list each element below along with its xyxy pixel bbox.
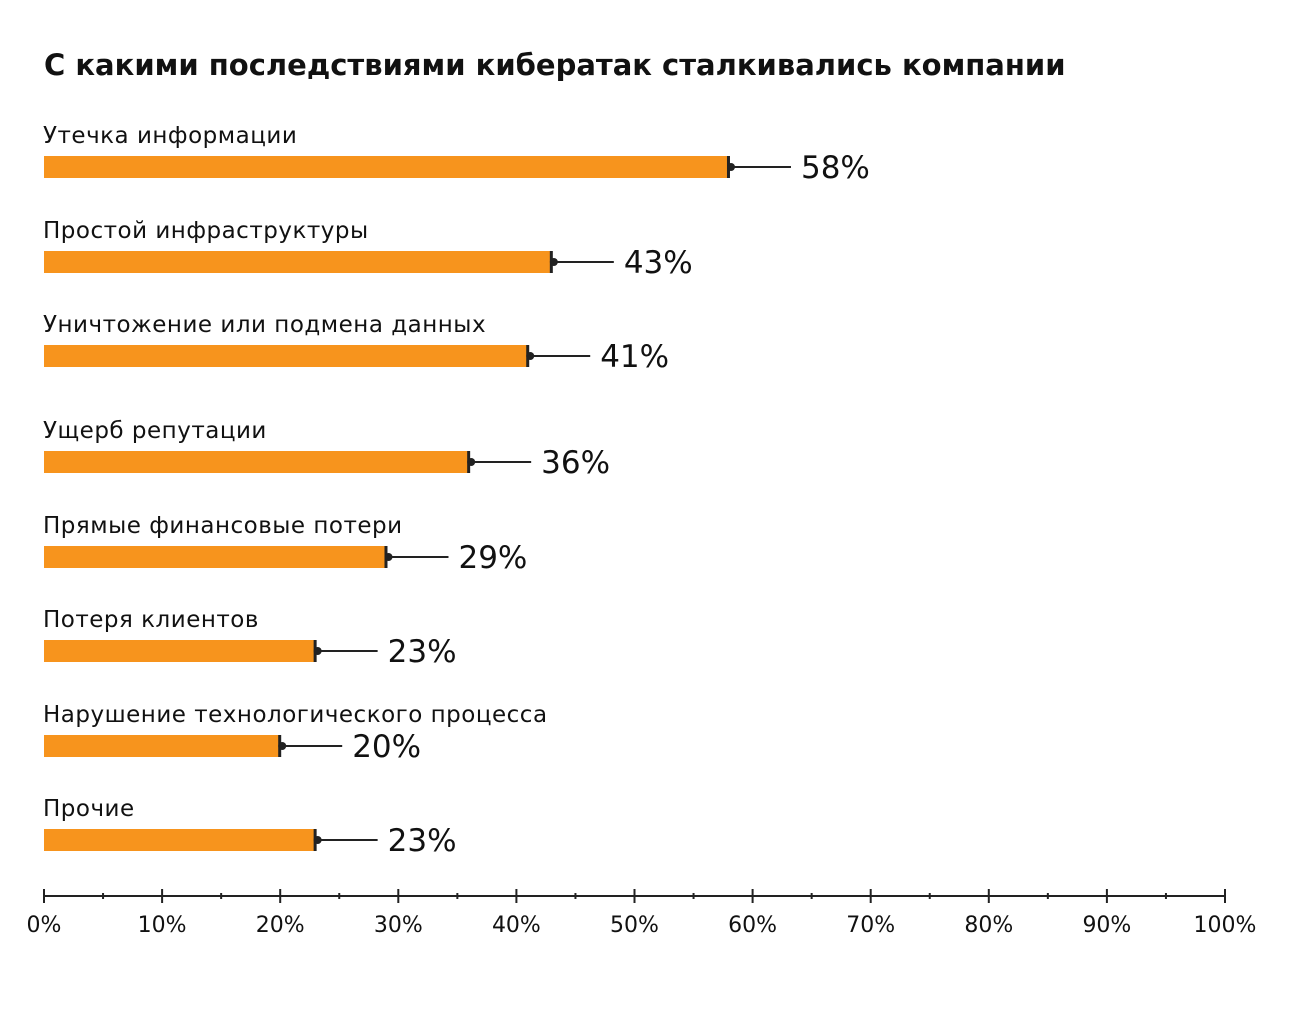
- chart-title: С какими последствиями кибератак сталкив…: [44, 48, 1066, 82]
- category-label: Простой инфраструктуры: [43, 218, 369, 244]
- x-tick-label: 10%: [138, 913, 187, 938]
- bar: [44, 829, 316, 851]
- value-label: 43%: [624, 245, 693, 281]
- x-tick-label: 70%: [846, 913, 895, 938]
- bar: [44, 251, 552, 273]
- category-label: Утечка информации: [43, 123, 297, 149]
- x-tick-label: 30%: [374, 913, 423, 938]
- category-label: Нарушение технологического процесса: [43, 702, 548, 728]
- bar: [44, 345, 529, 367]
- x-tick-label: 0%: [27, 913, 62, 938]
- bar: [44, 735, 281, 757]
- value-label: 23%: [388, 823, 457, 859]
- bar: [44, 546, 387, 568]
- value-label: 58%: [801, 150, 870, 186]
- bar-end-dot: [467, 458, 476, 466]
- x-tick-label: 80%: [964, 913, 1013, 938]
- bar-end-dot: [384, 553, 393, 561]
- bar-end-dot: [549, 258, 558, 266]
- category-label: Уничтожение или подмена данных: [43, 312, 486, 338]
- x-tick-label: 50%: [610, 913, 659, 938]
- bar-end-dot: [278, 742, 287, 750]
- bar-end-dot: [726, 163, 735, 171]
- category-label: Потеря клиентов: [43, 607, 259, 633]
- value-label: 20%: [352, 729, 421, 765]
- category-label: Ущерб репутации: [43, 418, 267, 444]
- bar-end-dot: [313, 647, 322, 655]
- bar: [44, 451, 470, 473]
- x-tick-label: 90%: [1082, 913, 1131, 938]
- x-tick-label: 20%: [256, 913, 305, 938]
- value-label: 36%: [541, 445, 610, 481]
- value-label: 23%: [388, 634, 457, 670]
- bar: [44, 640, 316, 662]
- x-tick-label: 40%: [492, 913, 541, 938]
- x-tick-label: 60%: [728, 913, 777, 938]
- category-label: Прямые финансовые потери: [43, 513, 403, 539]
- category-label: Прочие: [43, 796, 135, 822]
- value-label: 41%: [600, 339, 669, 375]
- bar: [44, 156, 729, 178]
- bar-end-dot: [526, 352, 535, 360]
- value-label: 29%: [458, 540, 527, 576]
- bar-end-dot: [313, 836, 322, 844]
- x-tick-label: 100%: [1194, 913, 1257, 938]
